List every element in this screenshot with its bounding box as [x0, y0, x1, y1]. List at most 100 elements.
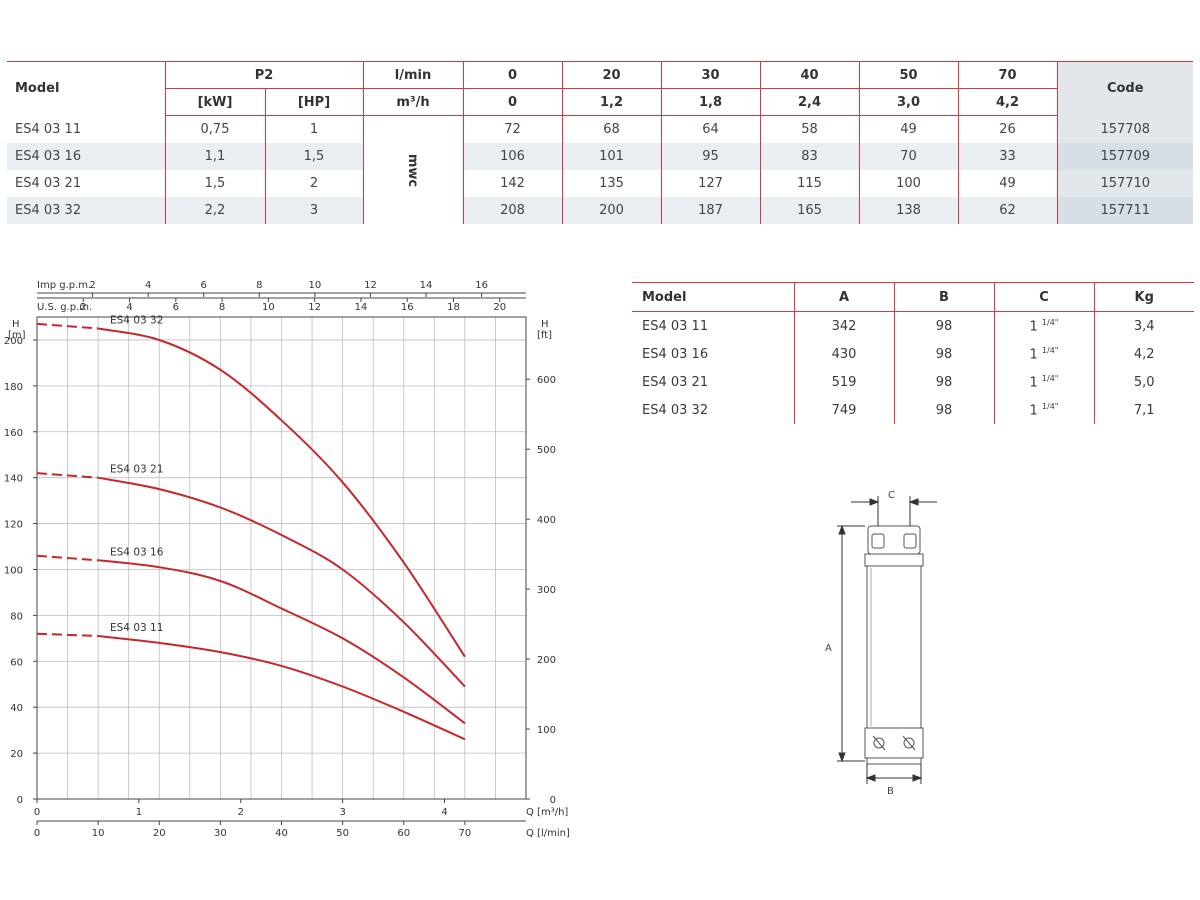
hp-cell: 3: [265, 197, 364, 224]
flow-m3h-4: 3,0: [859, 88, 959, 116]
series-label: ES4 03 11: [110, 622, 163, 634]
us-gpm-tick-label: 12: [308, 302, 321, 313]
m3h-tick-label: 4: [441, 807, 447, 818]
dims-c-whole: 1: [1029, 403, 1038, 419]
dims-a-cell: 749: [794, 396, 895, 424]
pump-foot: [866, 757, 922, 765]
us-gpm-tick-label: 14: [355, 302, 368, 313]
ft-tick-label: 0: [550, 795, 556, 806]
dims-kg-cell: 4,2: [1133, 346, 1155, 362]
lmin-tick-label: 50: [336, 828, 349, 839]
ft-tick-label: 400: [537, 515, 556, 526]
performance-table: Model P2 l/min 0 20 30 40 50 70 Code [kW…: [7, 61, 1194, 224]
head-cell: 64: [661, 115, 761, 143]
y-tick-label: 40: [10, 703, 23, 714]
m3h-header: m³/h: [363, 88, 464, 116]
dimensions-table: Model A B C Kg ES4 03 11 342 98 1 1/4" 3…: [632, 282, 1194, 424]
imp-gpm-tick-label: 10: [309, 280, 322, 291]
flow-lmin-2: 30: [661, 61, 761, 89]
dim-b-arrow-right: [912, 774, 923, 782]
table-row: ES4 03 16 1,1 1,5 106 101 95 83 70 33 15…: [7, 143, 1194, 170]
chart-series: ES4 03 32 ES4 03 21 ES4 03 16 ES4 03 11: [36, 314, 466, 741]
kw-cell: 1,1: [165, 143, 266, 170]
lmin-tick-label: 70: [459, 828, 472, 839]
head-cell: 68: [562, 115, 662, 143]
head-cell: 142: [463, 170, 563, 197]
series-label: ES4 03 21: [110, 464, 163, 476]
dim-c-label: C: [888, 490, 895, 501]
y-tick-label: 200: [4, 336, 23, 347]
plot-frame: [36, 316, 527, 800]
dim-c-arrow-left: [869, 498, 880, 506]
head-cell: 187: [661, 197, 761, 224]
series-line-dashed: [36, 632, 99, 638]
flow-lmin-4: 50: [859, 61, 959, 89]
head-cell: 49: [859, 115, 959, 143]
model-cell: ES4 03 21: [7, 170, 166, 197]
us-gpm-label: U.S. g.p.m.: [37, 302, 92, 313]
dims-b-cell: 98: [894, 396, 995, 424]
header-row-2: [kW] [HP] m³/h 0 1,2 1,8 2,4 3,0 4,2: [7, 88, 1193, 116]
head-cell: 58: [760, 115, 860, 143]
flow-lmin-0: 0: [463, 61, 563, 89]
lmin-tick-label: 30: [214, 828, 227, 839]
y-axis-title: H: [12, 319, 20, 330]
series-line-dashed: [36, 472, 99, 479]
table-row: ES4 03 11 342 98 1 1/4" 3,4: [632, 311, 1194, 340]
head-cell: 165: [760, 197, 860, 224]
dim-a-arrow-top: [838, 524, 846, 535]
pump-dimension-drawing: A B C: [825, 490, 937, 797]
head-cell: 127: [661, 170, 761, 197]
imp-gpm-tick-label: 14: [420, 280, 433, 291]
dims-model-header: Model: [632, 282, 795, 312]
dims-c-cell: 1 1/4": [994, 368, 1095, 396]
head-cell: 208: [463, 197, 563, 224]
us-gpm-tick-label: 20: [493, 302, 506, 313]
head-cell: 49: [958, 170, 1058, 197]
series-line-dashed: [36, 554, 99, 562]
dims-header-row: Model A B C Kg: [632, 282, 1194, 312]
imp-gpm-tick-label: 6: [201, 280, 207, 291]
kw-cell: 2,2: [165, 197, 266, 224]
pump-bolt-left: [873, 737, 885, 749]
dims-model-cell: ES4 03 32: [632, 396, 795, 424]
head-cell: 200: [562, 197, 662, 224]
dimension-b: [865, 764, 923, 784]
series-line: [97, 559, 466, 725]
flow-m3h-0: 0: [463, 88, 563, 116]
head-cell: 138: [859, 197, 959, 224]
dimension-c: [851, 496, 937, 526]
dims-model-cell: ES4 03 16: [632, 340, 795, 368]
dims-c-fraction: 1/4": [1041, 373, 1059, 383]
head-cell: 62: [958, 197, 1058, 224]
pump-port-left: [871, 533, 885, 549]
pump-port-right: [903, 533, 917, 549]
head-cell: 83: [760, 143, 860, 170]
unit-cell: mwc: [363, 115, 464, 224]
dims-b-cell: 98: [894, 311, 995, 340]
m3h-tick-label: 2: [238, 807, 244, 818]
y-tick-label: 80: [10, 611, 23, 622]
ft-tick-label: 200: [537, 655, 556, 666]
lmin-tick-label: 20: [153, 828, 166, 839]
dim-b-label: B: [887, 786, 894, 797]
dims-model-cell: ES4 03 11: [632, 311, 795, 340]
dimension-a: [837, 524, 865, 763]
dims-kg-cell: 5,0: [1133, 374, 1155, 390]
chart-ticks: 0204060801001201401601802000100200300400…: [4, 280, 556, 839]
y-tick-label: 20: [10, 749, 23, 760]
model-cell: ES4 03 16: [7, 143, 166, 170]
imp-gpm-tick-label: 12: [364, 280, 377, 291]
series-line: [97, 476, 466, 688]
table-row: ES4 03 32 2,2 3 208 200 187 165 138 62 1…: [7, 197, 1194, 224]
dims-a-cell: 430: [794, 340, 895, 368]
dims-b-header: B: [894, 282, 995, 312]
dim-b-arrow-left: [865, 774, 876, 782]
code-header: Code: [1057, 61, 1194, 116]
pump-collar: [864, 553, 924, 567]
y-right-axis-unit: [ft]: [537, 330, 552, 341]
imp-gpm-label: Imp g.p.m.: [37, 280, 91, 291]
pump-bolt-right: [903, 737, 915, 749]
flow-m3h-3: 2,4: [760, 88, 860, 116]
y-tick-label: 140: [4, 474, 23, 485]
